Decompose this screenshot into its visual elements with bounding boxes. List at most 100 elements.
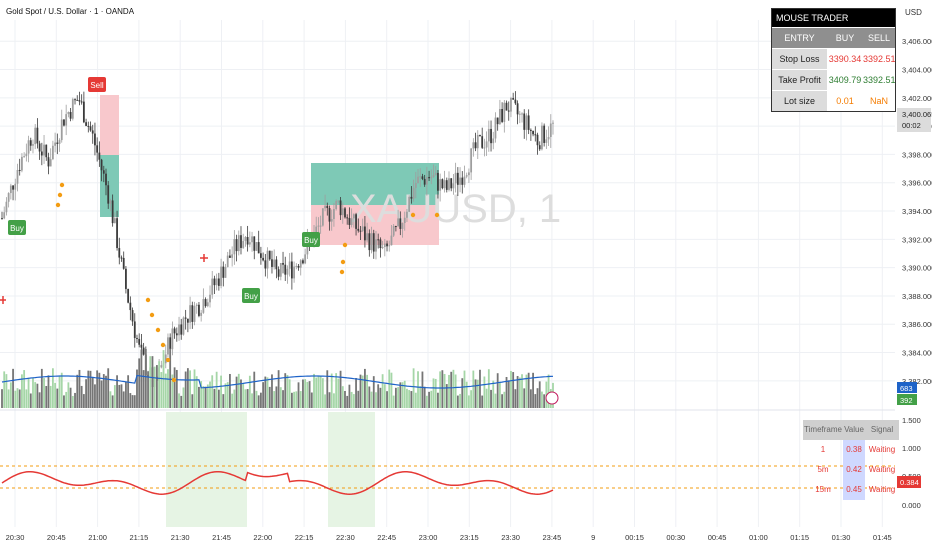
svg-text:1.000: 1.000 (902, 444, 921, 453)
price-tick-label: 3,392.000 (902, 235, 932, 244)
candle-body (233, 239, 236, 255)
volume-bar (344, 390, 346, 408)
time-tick-label: 20:30 (6, 533, 25, 542)
volume-bar (18, 389, 21, 408)
volume-bar (36, 383, 39, 408)
candle-body (189, 305, 191, 323)
candle-body (87, 125, 90, 127)
grid-lines (0, 20, 895, 527)
volume-bar (54, 382, 57, 408)
volume-bar (78, 369, 81, 408)
volume-bar (133, 395, 136, 408)
volume-bar (273, 391, 276, 408)
volume-bar (485, 388, 488, 408)
osc-current-box (897, 476, 921, 488)
volume-bar (149, 356, 152, 408)
volume-bar (472, 370, 475, 408)
time-tick-label: 21:15 (130, 533, 149, 542)
volume-bar (534, 394, 537, 408)
candle-body (487, 128, 490, 142)
volume-bar (89, 370, 92, 408)
buy-signal-marker[interactable]: Buy (8, 220, 26, 235)
candle-body (116, 218, 118, 249)
candle-body (498, 109, 501, 125)
time-tick-label: 00:30 (666, 533, 685, 542)
price-tick-label: 3,394.000 (902, 207, 932, 216)
volume-bar (313, 373, 315, 408)
candle-body (231, 254, 234, 258)
candle-body (76, 99, 79, 101)
time-tick-label: 01:45 (873, 533, 892, 542)
volume-bar (288, 379, 291, 408)
volume-bar (461, 378, 464, 408)
candle-body (129, 302, 132, 311)
volume-bar (237, 373, 240, 408)
volume-bar (255, 390, 258, 408)
candle-body (47, 157, 50, 167)
volume-bar (144, 348, 147, 408)
candle-body (448, 178, 450, 190)
volume-bar (437, 392, 439, 408)
volume-bar (173, 367, 176, 408)
volume-bar (364, 368, 366, 408)
candle-body (142, 347, 145, 355)
buy-label-1: Buy (10, 224, 24, 233)
candle-body (3, 212, 6, 219)
alert-icon[interactable] (545, 391, 559, 405)
candle-body (319, 225, 322, 227)
signal-dots (55, 182, 440, 383)
candle-body (36, 127, 39, 144)
volume-bar (138, 358, 141, 408)
candle-body (23, 156, 26, 158)
volume-bar (240, 379, 242, 408)
volume-bar (76, 374, 79, 408)
volume-bar (479, 369, 481, 408)
volume-bar (335, 373, 338, 408)
countdown: 00:02 (902, 121, 921, 130)
candle-body (352, 214, 355, 219)
candle-body (202, 299, 205, 313)
candle-body (304, 254, 307, 264)
volume-bar (284, 373, 287, 408)
candle-body (78, 100, 81, 102)
candle-body (109, 200, 112, 204)
signal-table-row: 5m 0.42 Waiting (803, 460, 899, 480)
volume-bar (220, 375, 222, 408)
candle-body (408, 196, 411, 212)
volume-bar (401, 382, 404, 408)
volume-bar (321, 378, 324, 408)
volume-bar (459, 393, 461, 408)
volume-bar (412, 368, 415, 408)
candle-body (7, 193, 10, 202)
candle-body (215, 278, 218, 286)
volume-bar (253, 371, 256, 408)
volume-bar (275, 386, 278, 408)
volume-bar (547, 374, 550, 408)
buy-signal-marker[interactable]: Buy (302, 232, 320, 247)
candle-body (262, 257, 265, 261)
signal-dot (155, 327, 161, 333)
volume-bar (383, 384, 386, 408)
current-price: 3,400.065 (902, 110, 932, 119)
volume-bar (408, 390, 411, 408)
candle-body (1, 218, 3, 220)
volume-bar (209, 381, 211, 408)
candle-body (472, 142, 475, 149)
volume-bar (198, 386, 200, 408)
price-tick-label: 3,404.000 (902, 66, 932, 75)
candle-body (434, 172, 437, 176)
volume-bar (352, 394, 355, 408)
candle-body (414, 182, 417, 188)
candle-body (118, 248, 121, 258)
volume-bar (366, 374, 369, 408)
candle-body (102, 170, 105, 174)
candle-body (105, 173, 107, 186)
candle-body (169, 337, 172, 350)
volume-bar (16, 388, 19, 408)
volume-bar (423, 386, 426, 408)
candle-body (89, 126, 92, 131)
sell-signal-marker[interactable]: Sell (88, 77, 106, 92)
buy-signal-marker[interactable]: Buy (242, 288, 260, 303)
candle-body (485, 141, 488, 148)
candle-body (260, 253, 262, 258)
